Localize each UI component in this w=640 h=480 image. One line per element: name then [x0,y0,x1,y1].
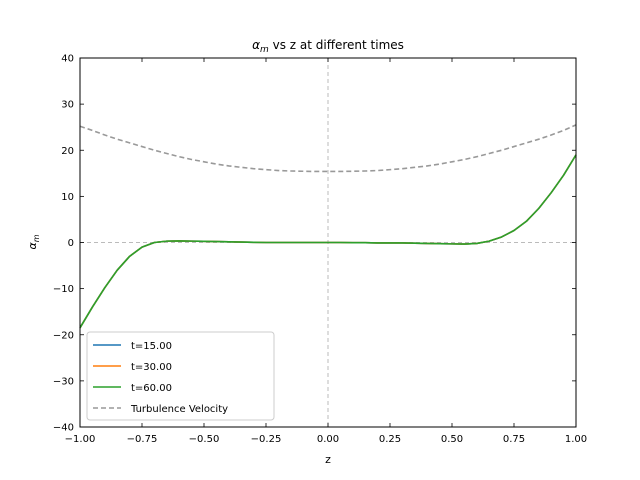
y-tick-label: −40 [53,423,74,434]
legend-label: t=30.00 [131,362,172,373]
y-tick-label: −30 [53,376,74,387]
x-tick-label: 0.00 [317,434,339,445]
series-line-3 [79,124,577,173]
x-axis: −1.00 −0.75 −0.50 −0.25 0.00 0.25 0.50 0.75 1.00 [65,58,587,445]
y-tick-label: −10 [53,284,74,295]
y-tick-label: 0 [68,238,74,249]
y-tick-label: 20 [61,146,74,157]
y-tick-label: 30 [61,100,74,111]
x-tick-label: 0.50 [441,434,463,445]
y-tick-label: −20 [53,330,74,341]
x-tick-label: −0.25 [251,434,282,445]
y-axis: −40 −30 −20 −10 0 10 20 30 40 [53,54,576,434]
y-axis-label: αm [26,234,41,249]
x-tick-label: −1.00 [65,434,96,445]
y-tick-label: 40 [61,54,74,65]
series-line-2 [79,154,577,329]
legend: t=15.00 t=30.00 t=60.00 Turbulence Velocity [86,331,275,421]
legend-label: t=60.00 [131,383,172,394]
legend-label: t=15.00 [131,341,172,352]
series-group [79,124,577,329]
x-tick-label: 0.75 [503,434,525,445]
x-tick-label: 1.00 [565,434,587,445]
legend-box [86,331,275,421]
x-tick-label: 0.25 [379,434,401,445]
legend-label: Turbulence Velocity [130,404,228,415]
chart-title: αm vs z at different times [252,38,404,55]
y-tick-label: 10 [61,192,74,203]
x-axis-label: z [325,453,331,466]
x-tick-label: −0.50 [189,434,220,445]
x-tick-label: −0.75 [127,434,158,445]
